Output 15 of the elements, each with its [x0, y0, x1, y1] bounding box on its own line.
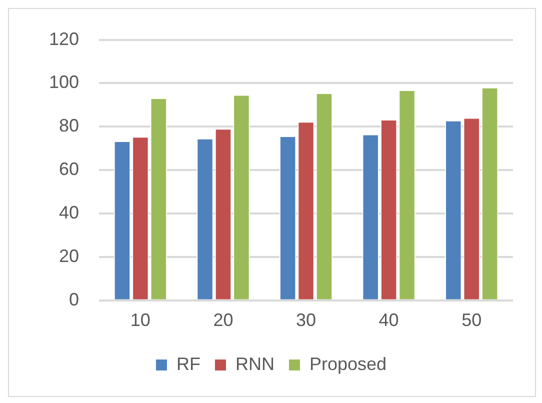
x-tick-label: 30 — [296, 310, 316, 330]
x-tick-label: 40 — [378, 310, 399, 330]
y-tick-label: 20 — [59, 246, 80, 266]
y-tick-label: 0 — [69, 289, 80, 310]
x-tick-label: 20 — [213, 310, 234, 330]
y-tick-label: 80 — [59, 116, 80, 136]
legend-label: Proposed — [309, 354, 387, 374]
legend-label: RF — [176, 354, 200, 374]
y-tick-label: 60 — [59, 159, 80, 180]
y-tick-label: 120 — [48, 28, 80, 49]
x-tick-label: 50 — [462, 310, 482, 330]
legend-label: RNN — [235, 354, 274, 374]
y-tick-label: 40 — [59, 202, 80, 222]
y-tick-label: 100 — [48, 72, 80, 92]
x-tick-label: 10 — [130, 310, 150, 330]
